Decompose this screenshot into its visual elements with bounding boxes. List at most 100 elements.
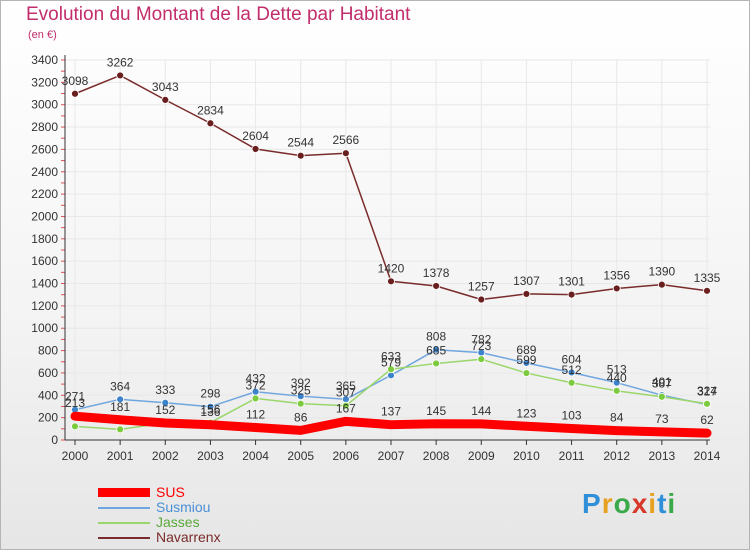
data-point-navarrenx <box>657 280 666 289</box>
data-point-navarrenx <box>251 145 260 153</box>
data-label-navarrenx: 1420 <box>378 261 405 275</box>
y-tick-label: 1600 <box>31 254 58 268</box>
data-label-susmiou: 689 <box>516 343 536 357</box>
data-point-jasses <box>341 401 350 410</box>
legend-label-susmiou: Susmiou <box>156 499 211 515</box>
brand-letter: x <box>631 488 649 519</box>
data-point-jasses <box>432 359 441 368</box>
data-point-navarrenx <box>432 282 441 290</box>
data-label-sus: 136 <box>200 405 220 419</box>
data-label-jasses: 372 <box>246 378 266 392</box>
data-point-navarrenx <box>477 295 486 304</box>
data-point-susmiou <box>522 359 531 367</box>
x-tick-label: 2010 <box>513 449 540 463</box>
data-label-susmiou: 365 <box>336 379 356 393</box>
data-label-susmiou: 298 <box>200 387 220 401</box>
data-label-jasses: 156 <box>200 403 220 417</box>
data-point-susmiou <box>206 402 215 411</box>
data-label-sus: 144 <box>471 404 491 418</box>
data-label-navarrenx: 1378 <box>423 266 450 280</box>
legend-swatch-susmiou <box>98 507 150 509</box>
legend-swatch-sus <box>98 488 150 497</box>
data-label-sus: 86 <box>294 410 308 424</box>
legend-item-navarrenx: Navarrenx <box>98 529 258 545</box>
legend-swatch-jasses <box>98 522 150 524</box>
data-point-navarrenx <box>703 286 711 295</box>
data-label-sus: 145 <box>426 404 446 418</box>
x-tick-label: 2009 <box>468 449 495 463</box>
legend-swatch-navarrenx <box>98 537 150 539</box>
data-label-susmiou: 513 <box>607 363 627 377</box>
legend-item-sus: SUS <box>98 484 258 500</box>
y-tick-label: 3400 <box>31 53 58 67</box>
data-label-sus: 167 <box>336 401 356 415</box>
x-tick-label: 2006 <box>333 449 360 463</box>
x-tick-label: 2002 <box>152 449 179 463</box>
data-point-navarrenx <box>116 71 125 80</box>
data-label-jasses: 512 <box>562 363 582 377</box>
data-point-jasses <box>71 422 79 431</box>
legend-item-jasses: Jasses <box>98 514 258 530</box>
data-label-jasses: 723 <box>471 339 491 353</box>
data-label-susmiou: 604 <box>562 352 582 366</box>
data-label-sus: 62 <box>700 413 714 427</box>
x-tick-label: 2004 <box>242 449 269 463</box>
data-point-susmiou <box>161 398 170 407</box>
x-tick-label: 2013 <box>649 449 676 463</box>
data-point-jasses <box>477 355 486 364</box>
data-label-susmiou: 392 <box>291 376 311 390</box>
data-point-jasses <box>116 425 125 434</box>
data-label-jasses: 307 <box>336 386 356 400</box>
y-tick-label: 600 <box>38 366 58 380</box>
data-label-susmiou: 808 <box>426 330 446 344</box>
x-tick-label: 2007 <box>378 449 405 463</box>
data-point-jasses <box>387 365 395 374</box>
data-label-susmiou: 271 <box>65 390 85 404</box>
y-tick-label: 1000 <box>31 321 58 335</box>
legend-label-navarrenx: Navarrenx <box>156 529 221 545</box>
data-point-navarrenx <box>161 96 170 104</box>
data-label-jasses: 633 <box>381 349 401 363</box>
x-tick-label: 2011 <box>559 449 585 463</box>
data-point-jasses <box>251 394 260 403</box>
y-tick-label: 1400 <box>31 277 58 291</box>
brand-letter: i <box>667 488 677 519</box>
data-point-jasses <box>703 399 711 408</box>
x-tick-label: 2005 <box>287 449 314 463</box>
data-label-susmiou: 579 <box>381 355 401 369</box>
data-label-sus: 73 <box>655 412 669 426</box>
brand-logo: Proxiti <box>582 488 676 520</box>
data-label-susmiou: 333 <box>155 383 175 397</box>
x-tick-label: 2012 <box>603 449 630 463</box>
brand-letter: r <box>601 488 614 519</box>
data-label-susmiou: 432 <box>246 372 266 386</box>
data-label-jasses: 387 <box>652 377 672 391</box>
y-tick-label: 2200 <box>31 187 58 201</box>
data-label-navarrenx: 1335 <box>694 271 721 285</box>
x-tick-label: 2000 <box>62 449 89 463</box>
data-label-sus: 213 <box>65 396 85 410</box>
x-tick-label: 2008 <box>423 449 450 463</box>
data-label-sus: 123 <box>516 406 536 420</box>
data-point-navarrenx <box>612 284 621 293</box>
data-label-jasses: 440 <box>607 371 627 385</box>
y-tick-label: 400 <box>38 388 58 402</box>
data-label-sus: 84 <box>610 411 624 425</box>
legend-item-susmiou: Susmiou <box>98 499 258 515</box>
brand-letter: P <box>582 488 602 519</box>
legend-label-sus: SUS <box>156 484 185 500</box>
data-point-susmiou <box>296 392 305 401</box>
data-label-sus: 181 <box>110 400 130 414</box>
data-label-navarrenx: 1307 <box>513 274 540 288</box>
data-label-sus: 137 <box>381 405 401 419</box>
data-point-jasses <box>567 378 576 387</box>
y-tick-label: 2400 <box>31 165 58 179</box>
y-tick-label: 200 <box>38 411 58 425</box>
data-label-jasses: 324 <box>697 384 717 398</box>
data-label-sus: 152 <box>155 403 175 417</box>
data-label-susmiou: 364 <box>110 379 130 393</box>
y-tick-label: 2000 <box>31 209 58 223</box>
data-point-jasses <box>296 399 305 408</box>
